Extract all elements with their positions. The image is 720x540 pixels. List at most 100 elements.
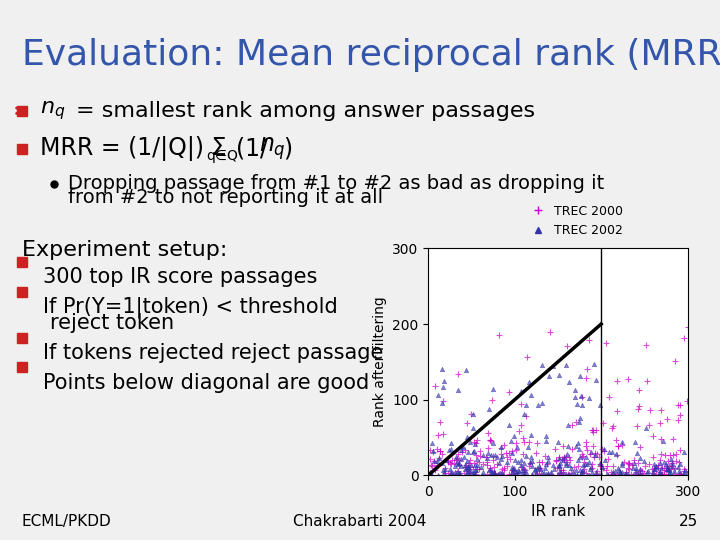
TREC 2000 bbox=[665, 450, 676, 459]
TREC 2002 bbox=[560, 361, 572, 369]
TREC 2002 bbox=[629, 438, 641, 447]
TREC 2000 bbox=[626, 461, 638, 469]
TREC 2000 bbox=[580, 437, 592, 446]
TREC 2000 bbox=[530, 449, 541, 457]
TREC 2002 bbox=[573, 445, 585, 454]
TREC 2002 bbox=[518, 459, 530, 468]
Text: Dropping passage from #1 to #2 as bad as dropping it: Dropping passage from #1 to #2 as bad as… bbox=[68, 174, 605, 193]
TREC 2000 bbox=[429, 382, 441, 390]
TREC 2002 bbox=[552, 438, 563, 447]
TREC 2000 bbox=[490, 470, 501, 478]
TREC 2002 bbox=[490, 450, 501, 459]
TREC 2002 bbox=[462, 433, 473, 442]
TREC 2000 bbox=[650, 469, 662, 478]
TREC 2000 bbox=[634, 466, 646, 475]
TREC 2002 bbox=[510, 456, 521, 464]
TREC 2002 bbox=[526, 431, 537, 440]
TREC 2002 bbox=[574, 466, 585, 475]
TREC 2002 bbox=[445, 468, 456, 477]
TREC 2002 bbox=[446, 445, 457, 454]
TREC 2000 bbox=[556, 455, 567, 464]
TREC 2002 bbox=[469, 440, 481, 448]
TREC 2002 bbox=[470, 465, 482, 474]
TREC 2000 bbox=[429, 464, 441, 472]
TREC 2000 bbox=[452, 370, 464, 379]
TREC 2000 bbox=[570, 418, 582, 427]
TREC 2000 bbox=[633, 405, 644, 414]
TREC 2002 bbox=[595, 470, 606, 478]
Y-axis label: Rank after filtering: Rank after filtering bbox=[373, 296, 387, 427]
TREC 2000 bbox=[469, 437, 480, 446]
TREC 2000 bbox=[576, 450, 588, 458]
TREC 2002 bbox=[540, 431, 552, 440]
TREC 2002 bbox=[491, 453, 503, 462]
TREC 2000 bbox=[433, 454, 445, 463]
TREC 2002 bbox=[525, 453, 536, 461]
TREC 2002 bbox=[654, 458, 666, 467]
TREC 2002 bbox=[496, 451, 508, 460]
TREC 2002 bbox=[614, 468, 626, 477]
TREC 2000 bbox=[586, 460, 598, 468]
TREC 2000 bbox=[541, 460, 552, 469]
TREC 2000 bbox=[446, 456, 458, 464]
TREC 2000 bbox=[462, 418, 473, 427]
TREC 2000 bbox=[669, 463, 680, 472]
TREC 2000 bbox=[468, 459, 480, 468]
TREC 2002 bbox=[543, 372, 554, 381]
TREC 2000 bbox=[649, 463, 660, 472]
TREC 2002 bbox=[561, 461, 572, 469]
TREC 2002 bbox=[451, 457, 463, 466]
TREC 2002 bbox=[553, 454, 564, 462]
TREC 2000 bbox=[639, 469, 650, 477]
TREC 2000 bbox=[485, 437, 497, 445]
TREC 2000 bbox=[518, 468, 530, 476]
TREC 2000 bbox=[658, 469, 670, 478]
TREC 2000 bbox=[534, 465, 545, 474]
TREC 2000 bbox=[454, 470, 466, 479]
TREC 2000 bbox=[482, 428, 493, 437]
TREC 2000 bbox=[471, 470, 482, 478]
TREC 2000 bbox=[474, 447, 486, 455]
TREC 2002 bbox=[492, 470, 504, 478]
TREC 2000 bbox=[580, 469, 591, 478]
TREC 2002 bbox=[534, 465, 546, 474]
TREC 2000 bbox=[434, 418, 446, 427]
TREC 2000 bbox=[536, 457, 548, 466]
TREC 2000 bbox=[659, 450, 670, 459]
Text: $n_q$: $n_q$ bbox=[259, 135, 286, 162]
TREC 2002 bbox=[438, 376, 450, 385]
TREC 2000 bbox=[658, 470, 670, 478]
TREC 2002 bbox=[517, 464, 528, 472]
TREC 2000 bbox=[669, 357, 680, 366]
TREC 2002 bbox=[462, 464, 474, 473]
TREC 2002 bbox=[543, 453, 554, 461]
TREC 2000 bbox=[459, 463, 471, 471]
TREC 2002 bbox=[616, 438, 628, 447]
TREC 2002 bbox=[629, 470, 640, 479]
TREC 2000 bbox=[577, 451, 589, 460]
TREC 2000 bbox=[606, 424, 617, 433]
TREC 2000 bbox=[535, 464, 546, 473]
TREC 2002 bbox=[580, 453, 591, 461]
TREC 2002 bbox=[485, 451, 497, 460]
TREC 2002 bbox=[453, 386, 464, 394]
TREC 2000 bbox=[498, 465, 510, 474]
TREC 2002 bbox=[471, 461, 482, 470]
TREC 2000 bbox=[555, 466, 567, 475]
Text: Evaluation: Mean reciprocal rank (MRR): Evaluation: Mean reciprocal rank (MRR) bbox=[22, 38, 720, 72]
TREC 2002 bbox=[475, 463, 487, 472]
TREC 2002 bbox=[477, 451, 489, 460]
TREC 2002 bbox=[487, 384, 498, 393]
TREC 2002 bbox=[444, 446, 455, 454]
TREC 2000 bbox=[429, 466, 441, 475]
TREC 2002 bbox=[599, 456, 611, 464]
TREC 2000 bbox=[431, 460, 442, 469]
TREC 2002 bbox=[529, 465, 541, 474]
TREC 2002 bbox=[608, 468, 619, 476]
TREC 2002 bbox=[506, 449, 518, 457]
TREC 2002 bbox=[641, 468, 652, 476]
TREC 2002 bbox=[445, 438, 456, 447]
TREC 2002 bbox=[476, 470, 487, 479]
TREC 2002 bbox=[518, 469, 530, 477]
TREC 2002 bbox=[585, 448, 597, 456]
